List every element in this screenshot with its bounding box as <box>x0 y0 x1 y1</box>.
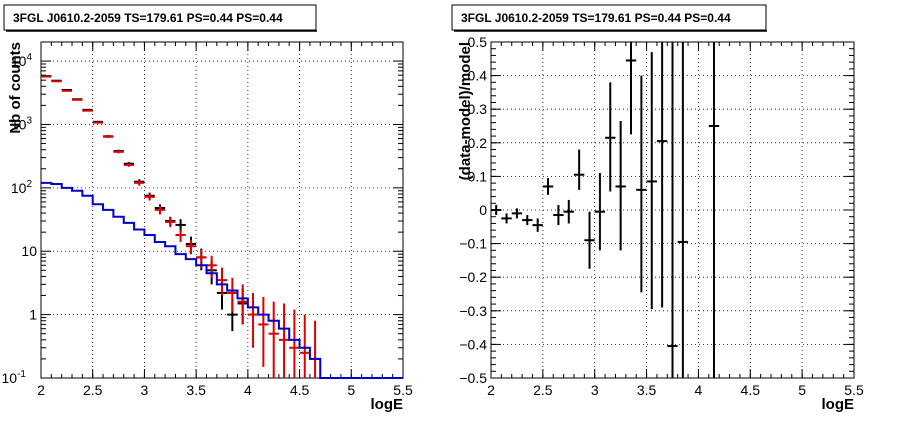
left-y-tick-label: 102 <box>11 179 33 196</box>
right-y-tick-label: 0.3 <box>468 101 488 117</box>
left-y-tick-label: 104 <box>11 52 33 69</box>
left-x-tick-label: 3.5 <box>186 382 206 398</box>
right-y-tick-label: 0.1 <box>468 168 488 184</box>
left-y-tick-label: 10 <box>21 243 37 259</box>
left-x-tick-label: 4.5 <box>290 382 310 398</box>
left-x-tick-label: 3 <box>141 382 149 398</box>
left-y-axis-label: Nb of counts <box>7 42 24 134</box>
left-model-step-line <box>41 181 403 379</box>
right-y-tick-label: −0.5 <box>459 370 487 386</box>
left-panel: 2 2.5 3 3.5 4 4.5 5 5.5 10-1 1 10 102 103 104 3FGL J06… <box>2 4 413 413</box>
right-y-tick-label: 0.5 <box>468 34 488 50</box>
right-y-tick-label: −0.4 <box>459 336 487 352</box>
right-grid <box>491 42 854 378</box>
right-x-tick-label: 4 <box>695 382 703 398</box>
left-x-tick-label: 2.5 <box>83 382 103 398</box>
left-x-tick-label: 2 <box>37 382 45 398</box>
right-y-axis-label: (data-model)/model <box>457 42 474 180</box>
left-title-box <box>3 4 317 31</box>
right-y-tick-label: −0.3 <box>459 303 487 319</box>
right-x-tick-label: 3 <box>591 382 599 398</box>
left-x-tick-label: 4 <box>244 382 252 398</box>
left-y-tick-label: 103 <box>11 115 33 132</box>
left-series-2 <box>41 181 403 379</box>
right-x-tick-label: 3.5 <box>637 382 657 398</box>
left-x-axis-label: logE <box>371 396 404 413</box>
right-x-tick-label: 5 <box>798 382 806 398</box>
right-y-tick-label: 0.4 <box>468 68 488 84</box>
left-x-tick-label: 5 <box>347 382 355 398</box>
left-series-1 <box>41 75 321 378</box>
left-chart-title: 3FGL J0610.2-2059 TS=179.61 PS=0.44 PS=0… <box>13 11 283 25</box>
right-y-tick-label: 0 <box>479 202 487 218</box>
right-x-tick-label: 2.5 <box>533 382 553 398</box>
right-series-0 <box>491 42 720 378</box>
right-y-tick-label: −0.1 <box>459 236 487 252</box>
left-y-tick-label: 1 <box>29 307 37 323</box>
left-grid <box>41 42 403 378</box>
left-y-tick-label: 10-1 <box>2 369 27 386</box>
right-x-axis-label: logE <box>822 396 855 413</box>
right-panel: 2 2.5 3 3.5 4 4.5 5 5.5 −0.5 −0.4 −0.3 −0.2 −0.1 0 0.1… <box>451 4 864 413</box>
right-y-tick-label: 0.2 <box>468 135 488 151</box>
right-x-tick-label: 2 <box>487 382 495 398</box>
left-x-tick-label: 5.5 <box>393 382 413 398</box>
left-plot-frame <box>40 41 404 379</box>
right-x-tick-label: 5.5 <box>844 382 864 398</box>
right-y-tick-label: −0.2 <box>459 269 487 285</box>
right-x-tick-label: 4.5 <box>741 382 761 398</box>
right-chart-title: 3FGL J0610.2-2059 TS=179.61 PS=0.44 PS=0… <box>461 11 731 25</box>
right-title-box <box>451 4 767 31</box>
